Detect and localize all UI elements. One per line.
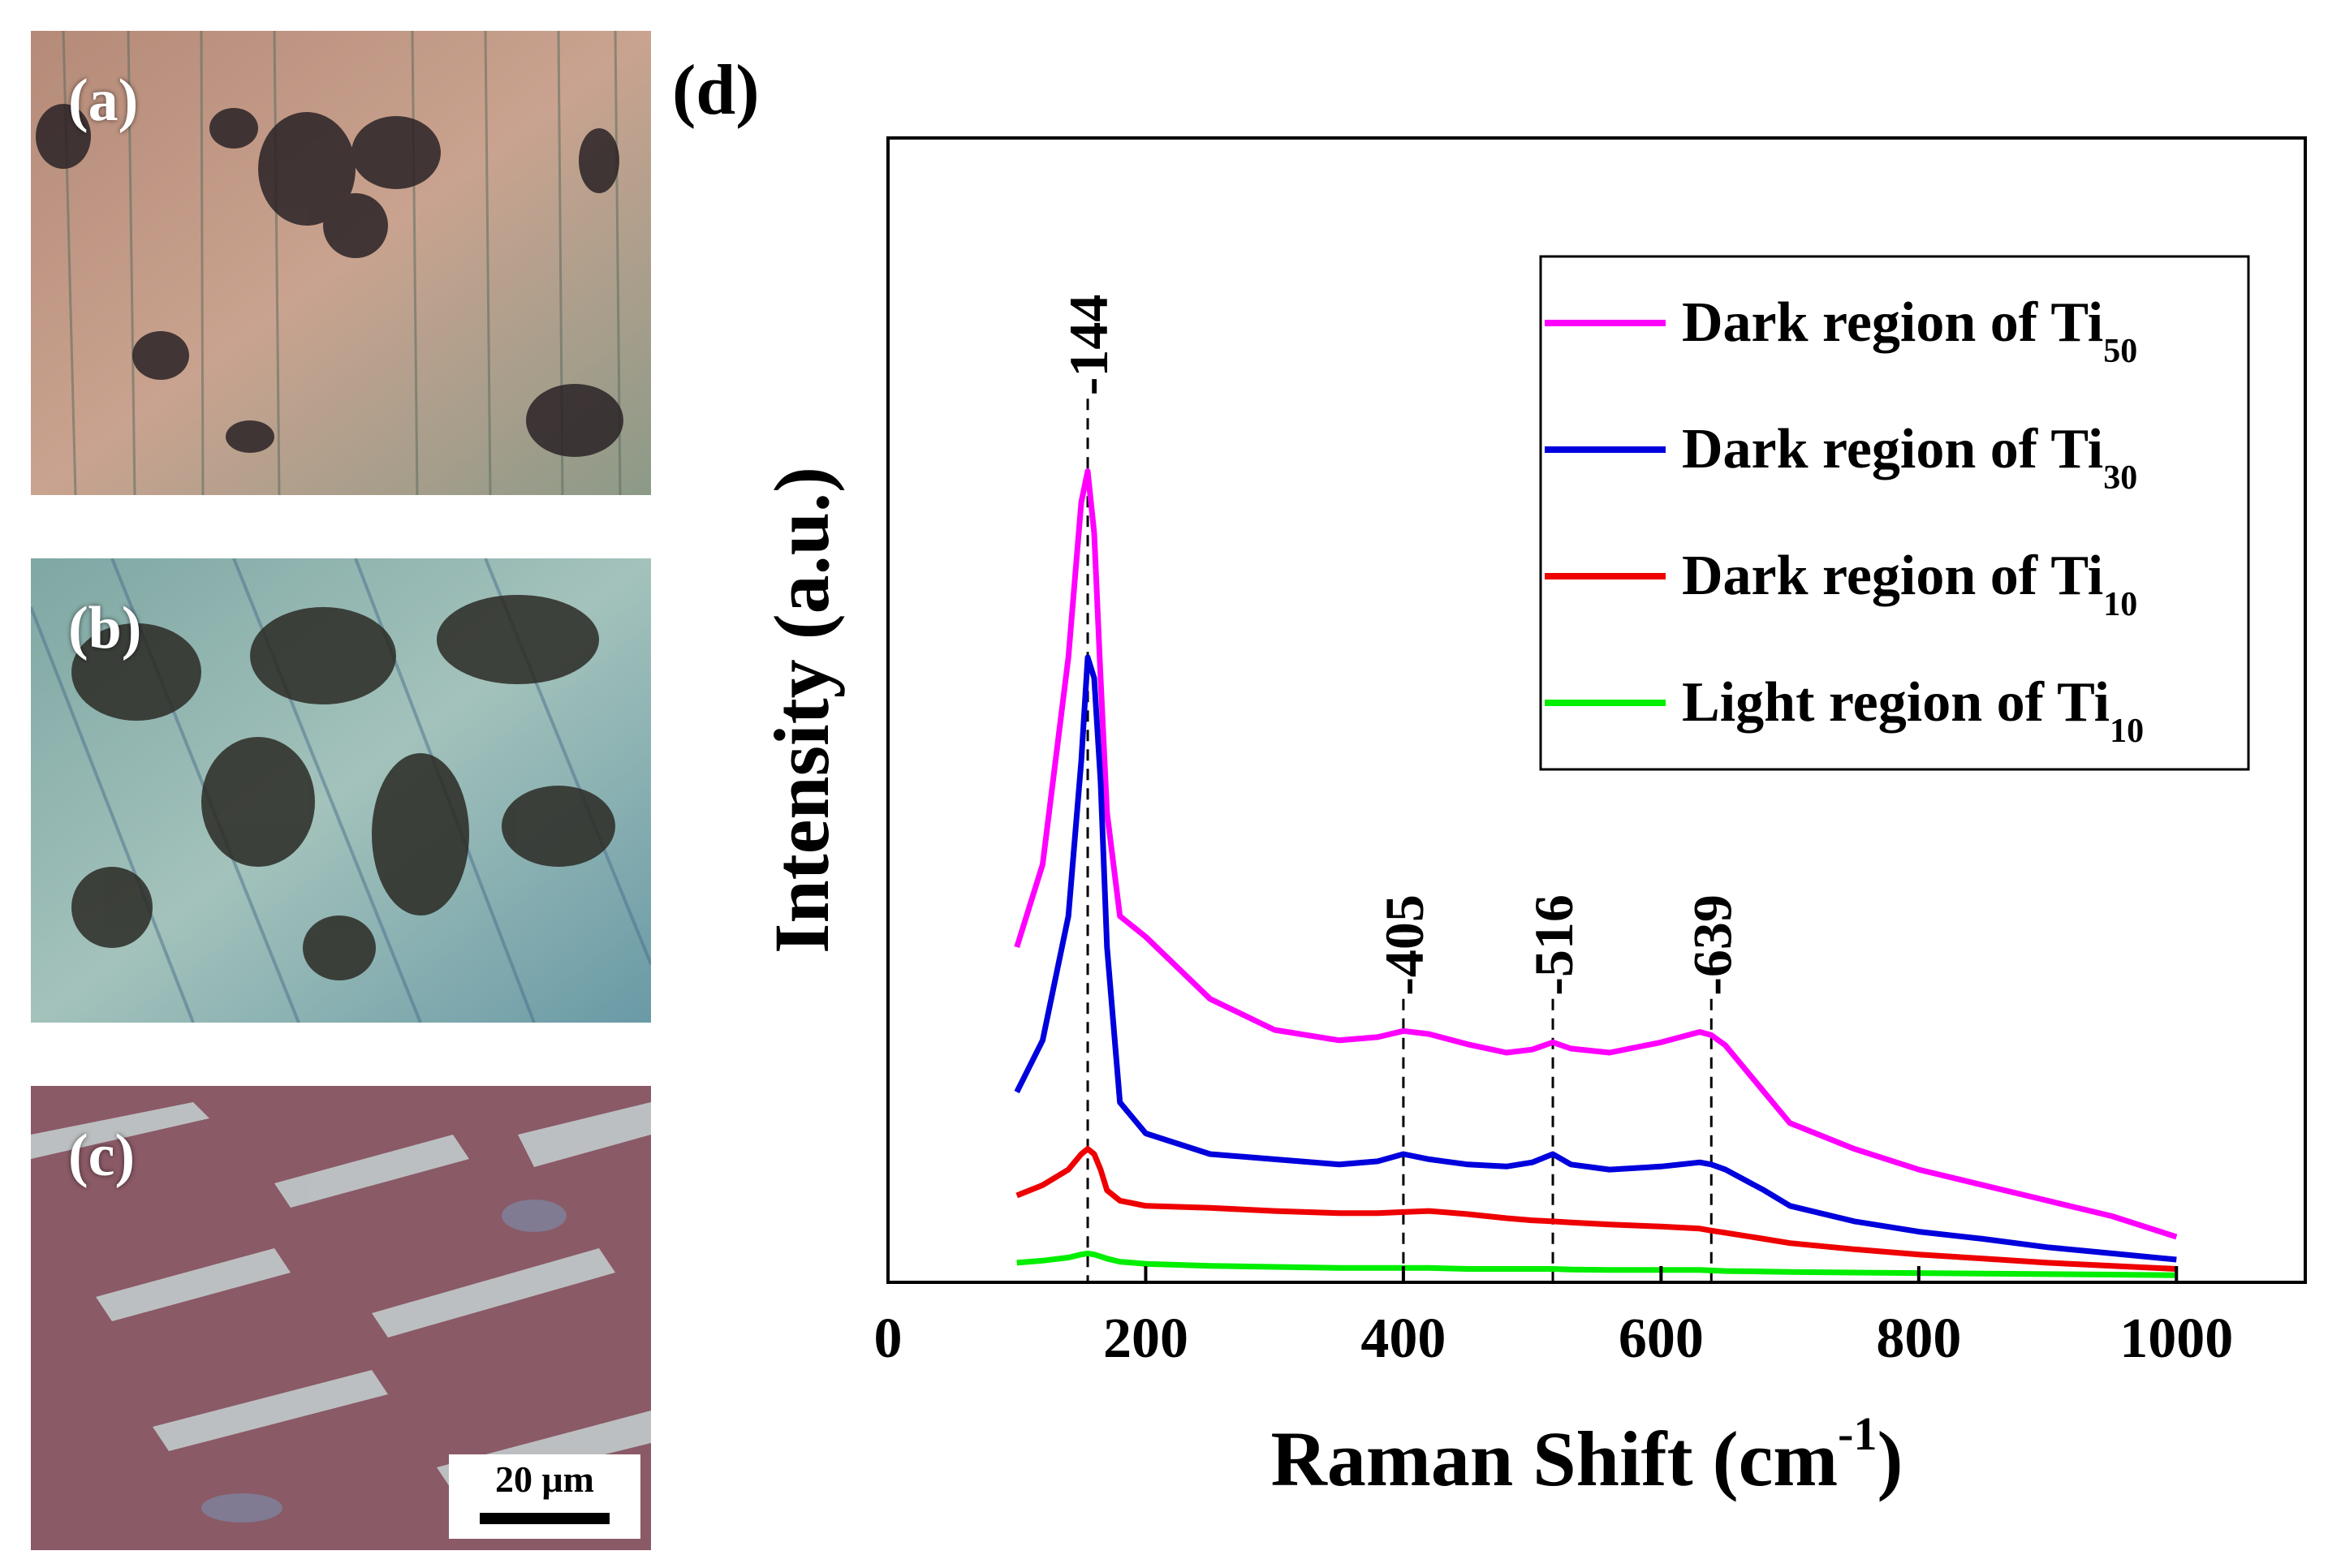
scale-bar [480, 1513, 610, 1524]
peak-label: -405 [1373, 894, 1435, 996]
peak-label: -639 [1681, 894, 1743, 996]
micrograph-c: (c) 20 μm [31, 1086, 651, 1550]
legend-label-3: Light region of Ti10 [1682, 671, 2144, 750]
peak-label: -516 [1523, 894, 1584, 996]
scale-bar-label: 20 μm [495, 1458, 594, 1500]
y-axis-title: Intensity (a.u.) [758, 467, 845, 954]
series-lines [1014, 468, 2178, 1278]
micrograph-a-image [31, 31, 651, 495]
micrograph-a: (a) [31, 31, 651, 495]
panel-label-d: (d) [672, 51, 760, 130]
series-line-1 [1014, 654, 2177, 1263]
micrograph-b-image [31, 558, 651, 1023]
x-tick-label: 0 [874, 1307, 903, 1370]
x-tick-label: 800 [1876, 1307, 1961, 1370]
legend: Dark region of Ti50 Dark region of Ti30 Da… [1539, 255, 2250, 771]
panel-label-b: (b) [68, 595, 142, 661]
peak-annotations: -144 -405 -516 -639 [1058, 295, 1743, 1282]
legend-box [1539, 255, 2250, 771]
legend-label-2: Dark region of Ti10 [1682, 545, 2137, 623]
series-line-0 [1014, 468, 2178, 1240]
plot-frame [886, 136, 2307, 1284]
x-axis: 0 200 400 600 800 1000 [874, 1266, 2233, 1370]
x-axis-title: Raman Shift (cm-1) [1271, 1407, 1903, 1502]
x-tick-label: 1000 [2119, 1307, 2233, 1370]
series-line-3 [1016, 1250, 2177, 1278]
legend-label-0: Dark region of Ti50 [1682, 291, 2137, 370]
peak-label: -144 [1058, 295, 1119, 396]
scale-bar-box: 20 μm [449, 1454, 640, 1539]
x-tick-label: 600 [1619, 1307, 1704, 1370]
x-tick-label: 400 [1360, 1307, 1446, 1370]
series-line-2 [1015, 1146, 2177, 1272]
x-tick-label: 200 [1103, 1307, 1188, 1370]
panel-label-c: (c) [68, 1122, 136, 1189]
micrograph-b: (b) [31, 558, 651, 1023]
panel-label-a: (a) [68, 67, 139, 134]
legend-label-1: Dark region of Ti30 [1682, 418, 2137, 497]
